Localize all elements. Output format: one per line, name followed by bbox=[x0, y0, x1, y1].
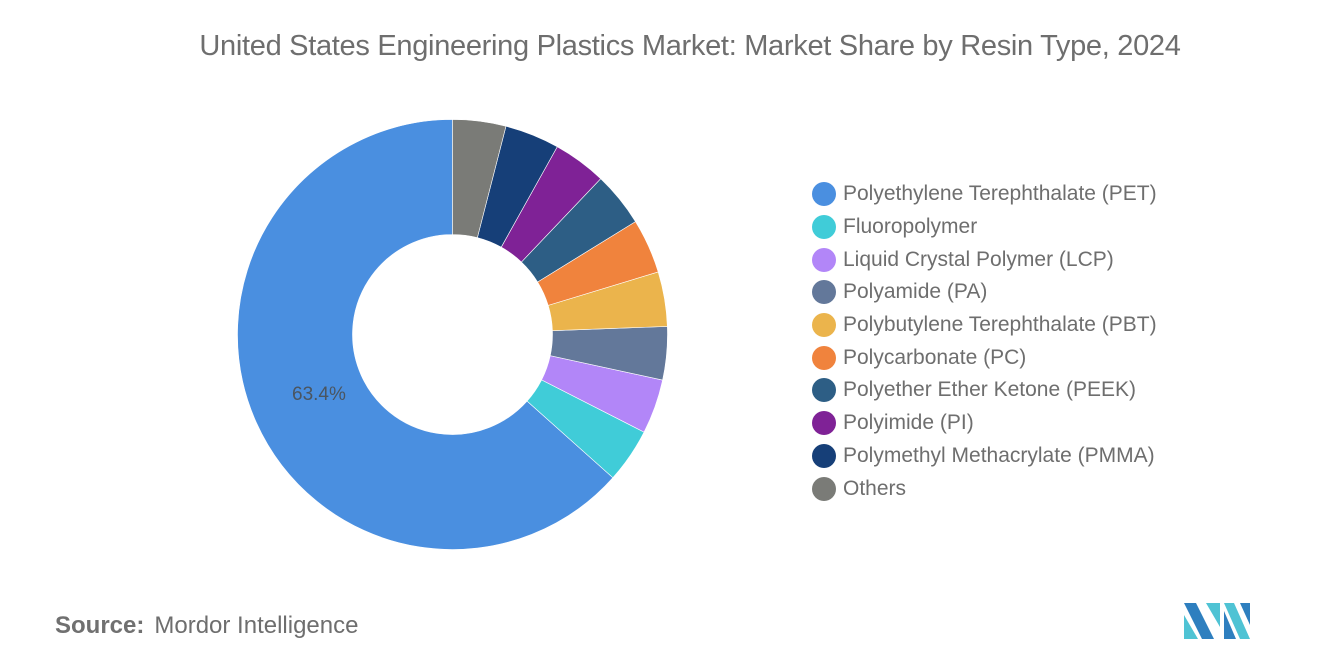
legend-dot-icon bbox=[812, 247, 836, 272]
legend-dot-icon bbox=[812, 411, 836, 436]
legend-dot-icon bbox=[812, 313, 836, 338]
donut-slice[interactable] bbox=[452, 119, 507, 239]
slice-value-label: 63.4% bbox=[292, 384, 346, 405]
legend-label: Polybutylene Terephthalate (PBT) bbox=[843, 313, 1157, 337]
legend-label: Polyamide (PA) bbox=[843, 280, 988, 304]
legend-label: Fluoropolymer bbox=[843, 215, 978, 239]
legend-label: Liquid Crystal Polymer (LCP) bbox=[843, 247, 1114, 271]
source-key: Source: bbox=[55, 612, 145, 639]
legend: Polyethylene Terephthalate (PET) Fluorop… bbox=[812, 178, 1157, 505]
legend-label: Polycarbonate (PC) bbox=[843, 345, 1027, 369]
legend-dot-icon bbox=[812, 443, 836, 468]
legend-dot-icon bbox=[812, 182, 836, 207]
legend-item[interactable]: Liquid Crystal Polymer (LCP) bbox=[812, 243, 1157, 276]
legend-dot-icon bbox=[812, 378, 836, 403]
legend-item[interactable]: Polyamide (PA) bbox=[812, 276, 1157, 309]
legend-dot-icon bbox=[812, 280, 836, 305]
mordor-intelligence-logo-icon bbox=[1184, 603, 1250, 639]
legend-item[interactable]: Polycarbonate (PC) bbox=[812, 341, 1157, 374]
source-value: Mordor Intelligence bbox=[154, 612, 359, 639]
donut-slice[interactable] bbox=[237, 119, 614, 550]
legend-label: Polyether Ether Ketone (PEEK) bbox=[843, 378, 1136, 402]
source-note: Source: Mordor Intelligence bbox=[55, 612, 358, 640]
legend-item[interactable]: Polybutylene Terephthalate (PBT) bbox=[812, 309, 1157, 342]
legend-label: Polyimide (PI) bbox=[843, 411, 974, 435]
legend-dot-icon bbox=[812, 215, 836, 240]
legend-label: Polymethyl Methacrylate (PMMA) bbox=[843, 443, 1155, 467]
legend-item[interactable]: Polyether Ether Ketone (PEEK) bbox=[812, 374, 1157, 407]
legend-item[interactable]: Polyethylene Terephthalate (PET) bbox=[812, 178, 1157, 211]
legend-label: Others bbox=[843, 476, 907, 500]
legend-item[interactable]: Fluoropolymer bbox=[812, 211, 1157, 244]
legend-dot-icon bbox=[812, 345, 836, 370]
legend-item[interactable]: Polymethyl Methacrylate (PMMA) bbox=[812, 440, 1157, 473]
chart-title: United States Engineering Plastics Marke… bbox=[199, 30, 1181, 62]
legend-dot-icon bbox=[812, 476, 836, 501]
legend-item[interactable]: Polyimide (PI) bbox=[812, 407, 1157, 440]
legend-item[interactable]: Others bbox=[812, 472, 1157, 505]
legend-label: Polyethylene Terephthalate (PET) bbox=[843, 182, 1157, 206]
